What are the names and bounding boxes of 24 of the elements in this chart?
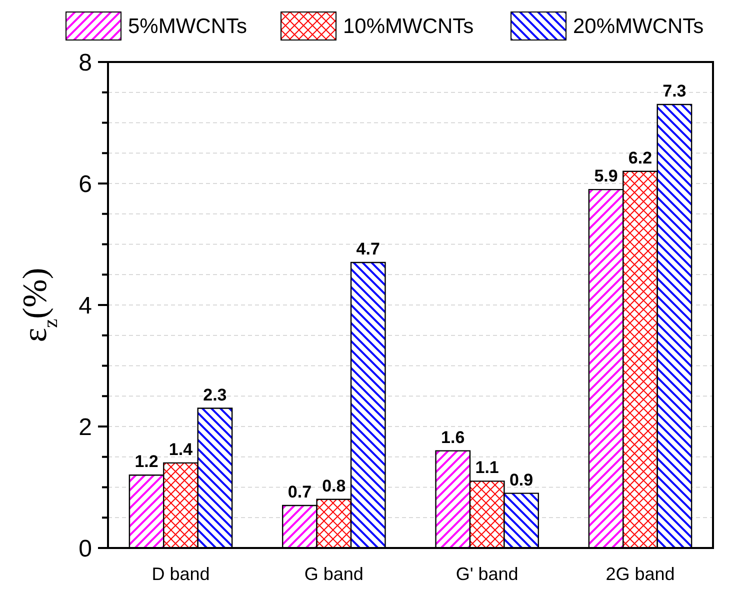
x-tick-label: G' band xyxy=(456,564,518,584)
data-label: 1.4 xyxy=(168,440,194,459)
data-label: 0.8 xyxy=(322,476,346,496)
y-tick-label: 4 xyxy=(78,292,92,320)
data-label: 6.2 xyxy=(628,148,652,168)
data-label: 2.3 xyxy=(203,385,227,404)
data-label: 7.3 xyxy=(662,82,686,101)
data-label: 0.9 xyxy=(509,470,534,490)
legend-label: 5%MWCNTs xyxy=(128,15,247,38)
y-tick-label: 2 xyxy=(78,414,92,441)
data-label: 1.2 xyxy=(134,452,158,472)
data-label: 5.9 xyxy=(594,166,618,186)
data-label: 4.7 xyxy=(356,239,380,258)
x-tick-label: G band xyxy=(304,564,364,584)
data-label: 0.7 xyxy=(288,482,312,502)
legend-label: 20%MWCNTs xyxy=(573,15,704,38)
data-label: 1.6 xyxy=(441,428,465,447)
y-tick-label: 6 xyxy=(78,170,92,198)
y-tick-label: 8 xyxy=(78,49,92,76)
x-tick-label: D band xyxy=(152,564,210,584)
legend-label: 10%MWCNTs xyxy=(343,15,474,38)
y-tick-label: 0 xyxy=(78,535,92,562)
x-tick-label: 2G band xyxy=(606,564,675,584)
data-label: 1.1 xyxy=(475,458,499,478)
